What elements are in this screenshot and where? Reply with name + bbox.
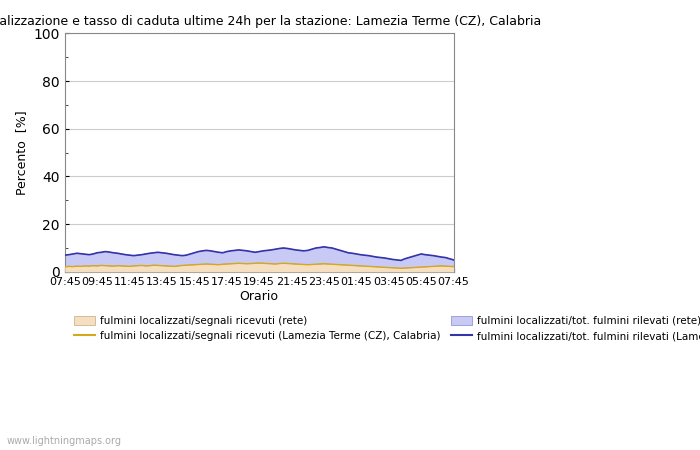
Legend: fulmini localizzati/segnali ricevuti (rete), fulmini localizzati/segnali ricevut: fulmini localizzati/segnali ricevuti (re…	[70, 312, 700, 345]
X-axis label: Orario: Orario	[239, 289, 279, 302]
Text: www.lightningmaps.org: www.lightningmaps.org	[7, 436, 122, 446]
Title: Localizzazione e tasso di caduta ultime 24h per la stazione: Lamezia Terme (CZ),: Localizzazione e tasso di caduta ultime …	[0, 15, 541, 28]
Y-axis label: Percento  [%]: Percento [%]	[15, 110, 28, 195]
